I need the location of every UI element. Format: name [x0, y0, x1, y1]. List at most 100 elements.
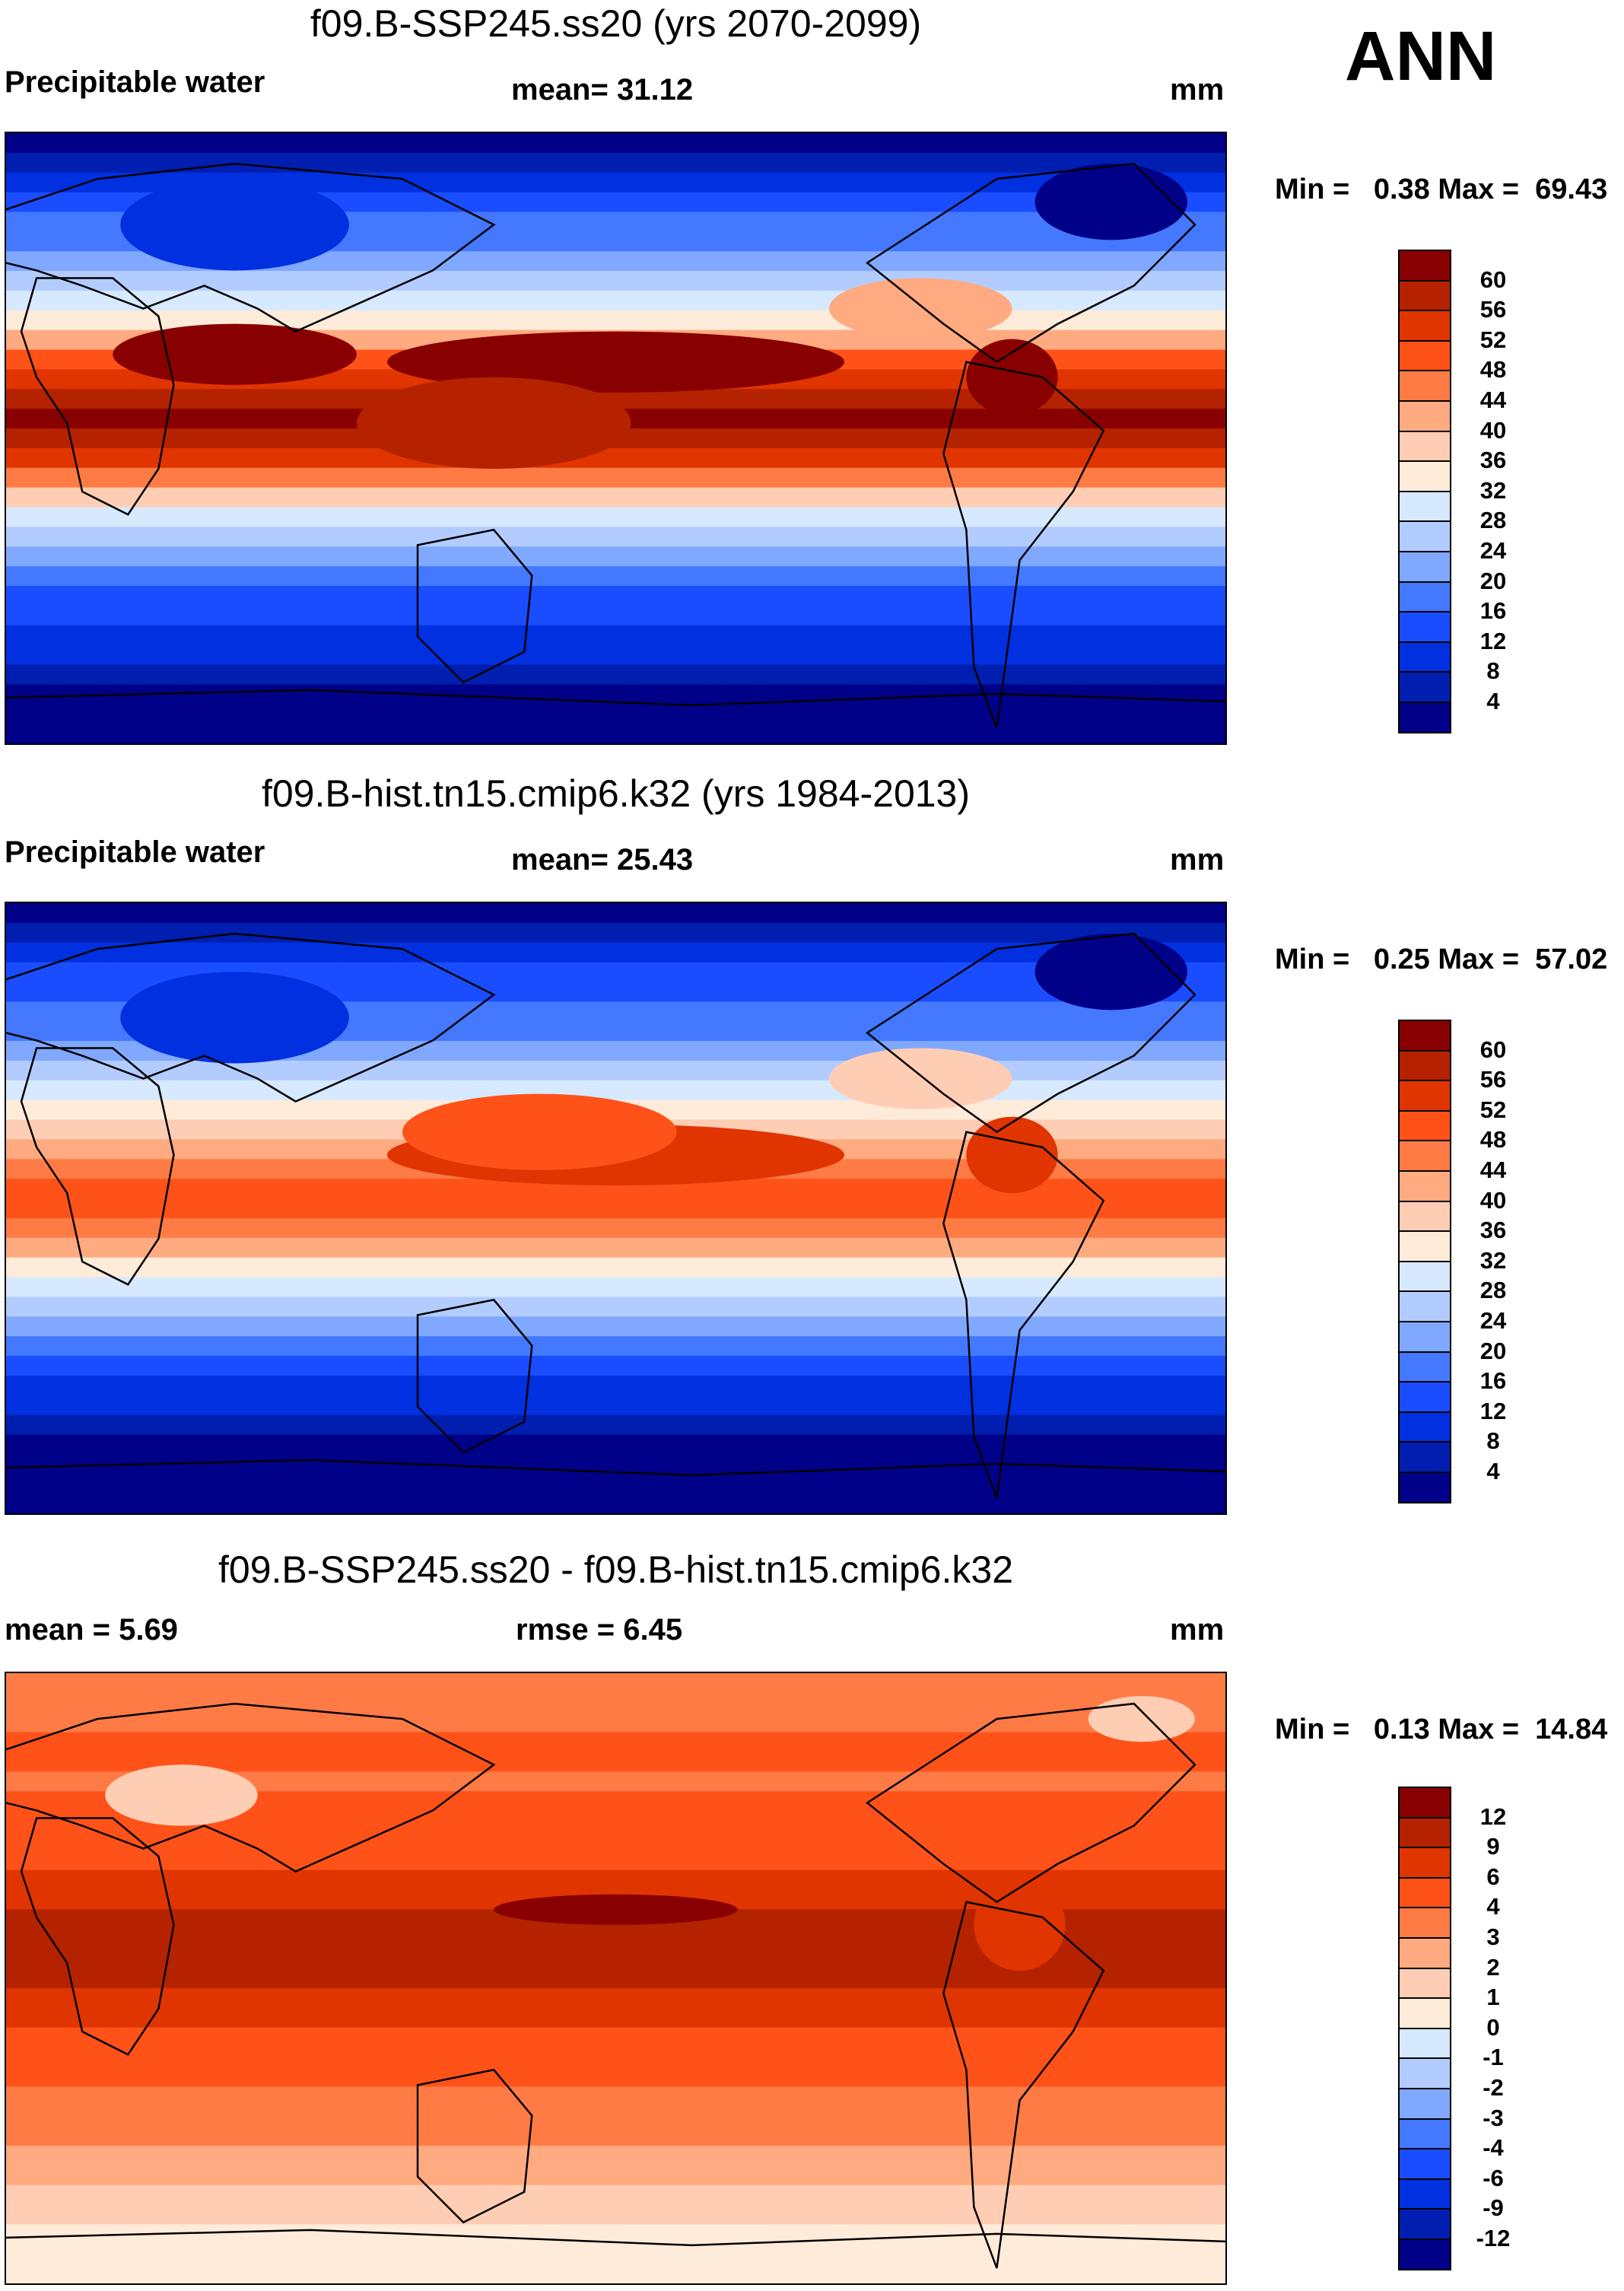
panel1-variable: Precipitable water	[5, 65, 265, 99]
colorbar-box	[1398, 671, 1451, 703]
contour-region	[113, 323, 357, 385]
contour-band	[6, 2106, 1225, 2127]
contour-band	[6, 1297, 1225, 1318]
contour-band	[6, 1336, 1225, 1357]
coastline	[416, 528, 533, 684]
colorbar-tick-label: 16	[1479, 597, 1507, 625]
panel2-minmax: Min = 0.25 Max = 57.02	[1275, 943, 1608, 975]
contour-band	[6, 290, 1225, 311]
contour-region	[105, 1764, 258, 1826]
colorbar-box	[1398, 1080, 1451, 1112]
colorbar-tick-label: 32	[1479, 1246, 1507, 1274]
colorbar-box	[1398, 1876, 1451, 1909]
contour-band	[6, 1474, 1225, 1495]
contour-band	[6, 1217, 1225, 1239]
contour-band	[6, 922, 1225, 943]
panel3-minmax: Min = 0.13 Max = 14.84	[1275, 1713, 1608, 1745]
colorbar-tick-label: -6	[1483, 2164, 1504, 2191]
panel3-map	[5, 1672, 1227, 2285]
contour-band	[6, 2007, 1225, 2028]
colorbar-tick-label: -2	[1483, 2074, 1504, 2101]
contour-band	[6, 152, 1225, 173]
colorbar-tick-label: 24	[1479, 1307, 1507, 1334]
colorbar-tick-label: 8	[1486, 1427, 1500, 1455]
colorbar-box	[1398, 1907, 1451, 1939]
colorbar-tick-label: 56	[1479, 1066, 1507, 1093]
colorbar-box	[1398, 2238, 1451, 2270]
contour-region	[829, 278, 1012, 339]
coastline	[20, 277, 175, 516]
colorbar-box	[1398, 250, 1451, 282]
contour-band	[6, 487, 1225, 508]
contour-band	[6, 1060, 1225, 1081]
contour-band	[6, 1692, 1225, 1713]
colorbar-box	[1398, 641, 1451, 673]
contour-band	[6, 605, 1225, 626]
panel3-units: mm	[1170, 1613, 1225, 1647]
contour-band	[6, 2086, 1225, 2108]
colorbar-box	[1398, 1381, 1451, 1413]
panel2-units: mm	[1170, 843, 1225, 877]
contour-region	[418, 1795, 662, 1857]
colorbar-tick-label: -4	[1483, 2134, 1504, 2162]
colorbar-box	[1398, 2027, 1451, 2060]
coastline	[865, 932, 1197, 1134]
colorbar-box	[1398, 339, 1451, 372]
colorbar-tick-label: 0	[1486, 2013, 1500, 2041]
contour-band	[6, 467, 1225, 488]
colorbar-box	[1398, 430, 1451, 463]
contour-band	[6, 1850, 1225, 1871]
contour-band	[6, 1494, 1225, 1513]
colorbar-box	[1398, 551, 1451, 583]
contour-band	[6, 566, 1225, 587]
colorbar-box	[1398, 1472, 1451, 1503]
contour-band	[6, 271, 1225, 291]
contour-region	[966, 339, 1058, 415]
panel1-mean: mean= 31.12	[511, 73, 694, 107]
colorbar-box	[1398, 460, 1451, 492]
panel1-minmax: Min = 0.38 Max = 69.43	[1275, 173, 1608, 205]
contour-region	[120, 972, 349, 1064]
colorbar-box	[1398, 1967, 1451, 2000]
colorbar-box	[1398, 1847, 1451, 1879]
coastline	[20, 1047, 175, 1286]
panel3-rmse: rmse = 6.45	[516, 1613, 683, 1647]
contour-band	[6, 2067, 1225, 2088]
colorbar-tick-label: 16	[1479, 1367, 1507, 1395]
contour-band	[6, 1237, 1225, 1258]
coastline	[6, 932, 496, 1103]
colorbar-tick-label: 20	[1479, 1337, 1507, 1364]
coastline	[942, 1901, 1105, 2269]
colorbar-tick-label: 4	[1486, 1893, 1500, 1920]
colorbar-box	[1398, 370, 1451, 402]
colorbar-tick-label: -1	[1483, 2044, 1504, 2071]
colorbar-box	[1398, 310, 1451, 342]
contour-band	[6, 2165, 1225, 2186]
contour-band	[6, 1673, 1225, 1694]
contour-region	[829, 1048, 1012, 1109]
contour-band	[6, 2184, 1225, 2206]
colorbar-box	[1398, 2148, 1451, 2180]
colorbar-box	[1398, 279, 1451, 312]
contour-band	[6, 704, 1225, 725]
colorbar-box	[1398, 400, 1451, 432]
contour-band	[6, 903, 1225, 924]
season-label: ANN	[1345, 18, 1497, 95]
coastline	[6, 162, 496, 333]
colorbar-box	[1398, 1937, 1451, 1969]
contour-band	[6, 1080, 1225, 1101]
colorbar-tick-label: -3	[1483, 2104, 1504, 2131]
contour-band	[6, 644, 1225, 666]
coastline	[6, 1459, 1225, 1477]
colorbar-box	[1398, 1109, 1451, 1142]
contour-band	[6, 1198, 1225, 1219]
colorbar-box	[1398, 1787, 1451, 1818]
colorbar-tick-label: 24	[1479, 537, 1507, 564]
colorbar-box	[1398, 1290, 1451, 1322]
colorbar-tick-label: 48	[1479, 356, 1507, 383]
colorbar-box	[1398, 1170, 1451, 1202]
panel1-units: mm	[1170, 73, 1225, 107]
contour-region	[120, 179, 349, 271]
contour-band	[6, 2047, 1225, 2068]
